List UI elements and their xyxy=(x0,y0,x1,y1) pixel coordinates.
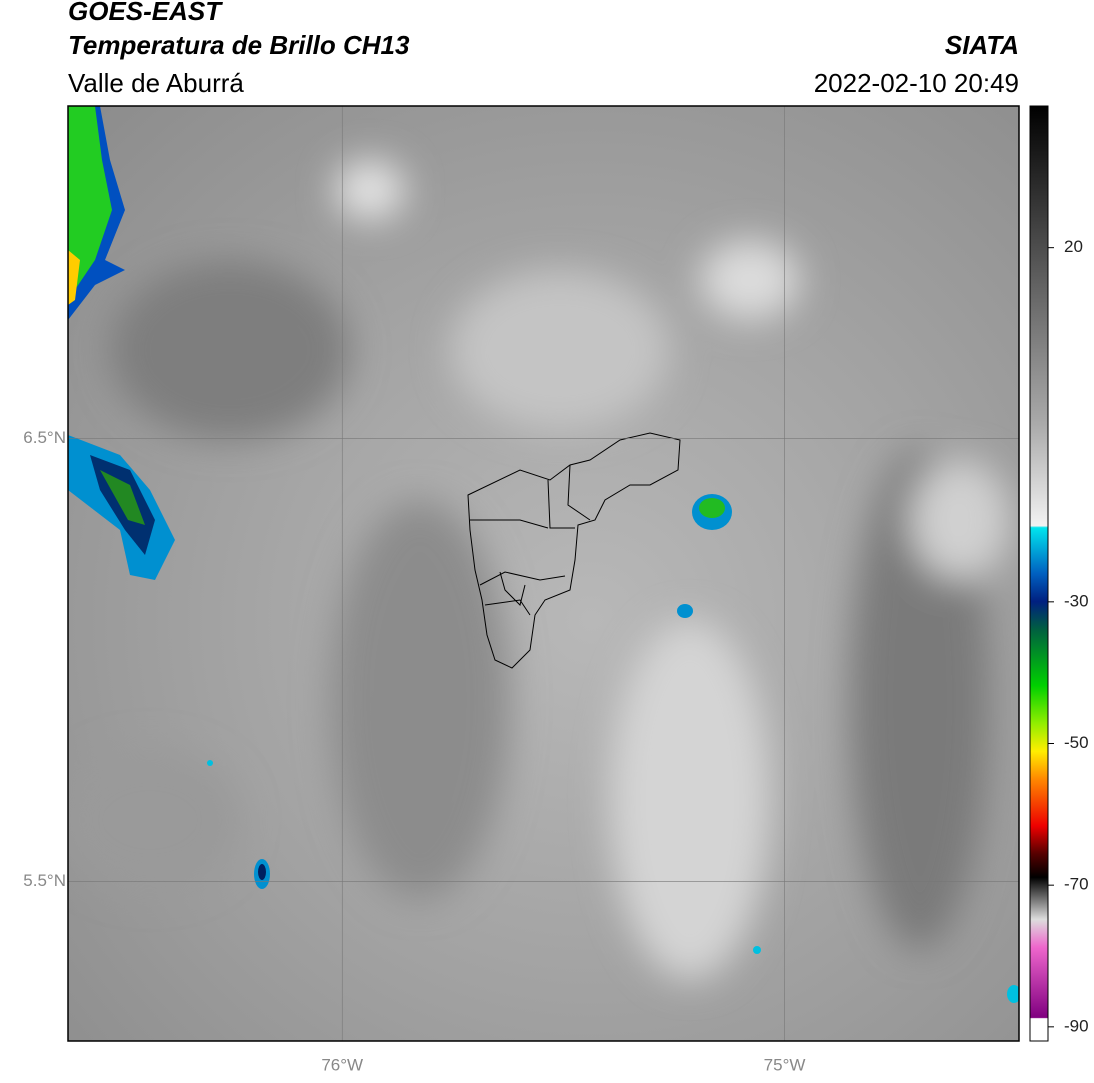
subtitle: Temperatura de Brillo CH13 xyxy=(68,30,410,60)
source: SIATA xyxy=(945,30,1019,60)
satellite-image xyxy=(68,106,1019,1041)
lat-label: 5.5°N xyxy=(23,871,66,890)
colorbar-tick-label: -90 xyxy=(1064,1016,1089,1035)
colorbar-ticks: 20 -30 -50 -70 -90 xyxy=(1048,237,1089,1035)
municipal-boundaries xyxy=(467,432,681,669)
region: Valle de Aburrá xyxy=(68,68,244,98)
title: GOES-EAST xyxy=(68,0,223,26)
datetime: 2022-02-10 20:49 xyxy=(814,68,1019,98)
colorbar-tick-label: -30 xyxy=(1064,591,1089,610)
colorbar xyxy=(1029,105,1049,1042)
lon-label: 75°W xyxy=(764,1055,806,1074)
lat-label: 6.5°N xyxy=(23,428,66,447)
colorbar-tick-label: -70 xyxy=(1064,875,1089,894)
colorbar-tick-label: -50 xyxy=(1064,733,1089,752)
colorbar-tick-label: 20 xyxy=(1064,237,1083,256)
map-frame xyxy=(67,105,1020,1042)
lon-label: 76°W xyxy=(321,1055,363,1074)
graticule: 6.5°N 5.5°N 76°W 75°W xyxy=(23,106,1019,1074)
